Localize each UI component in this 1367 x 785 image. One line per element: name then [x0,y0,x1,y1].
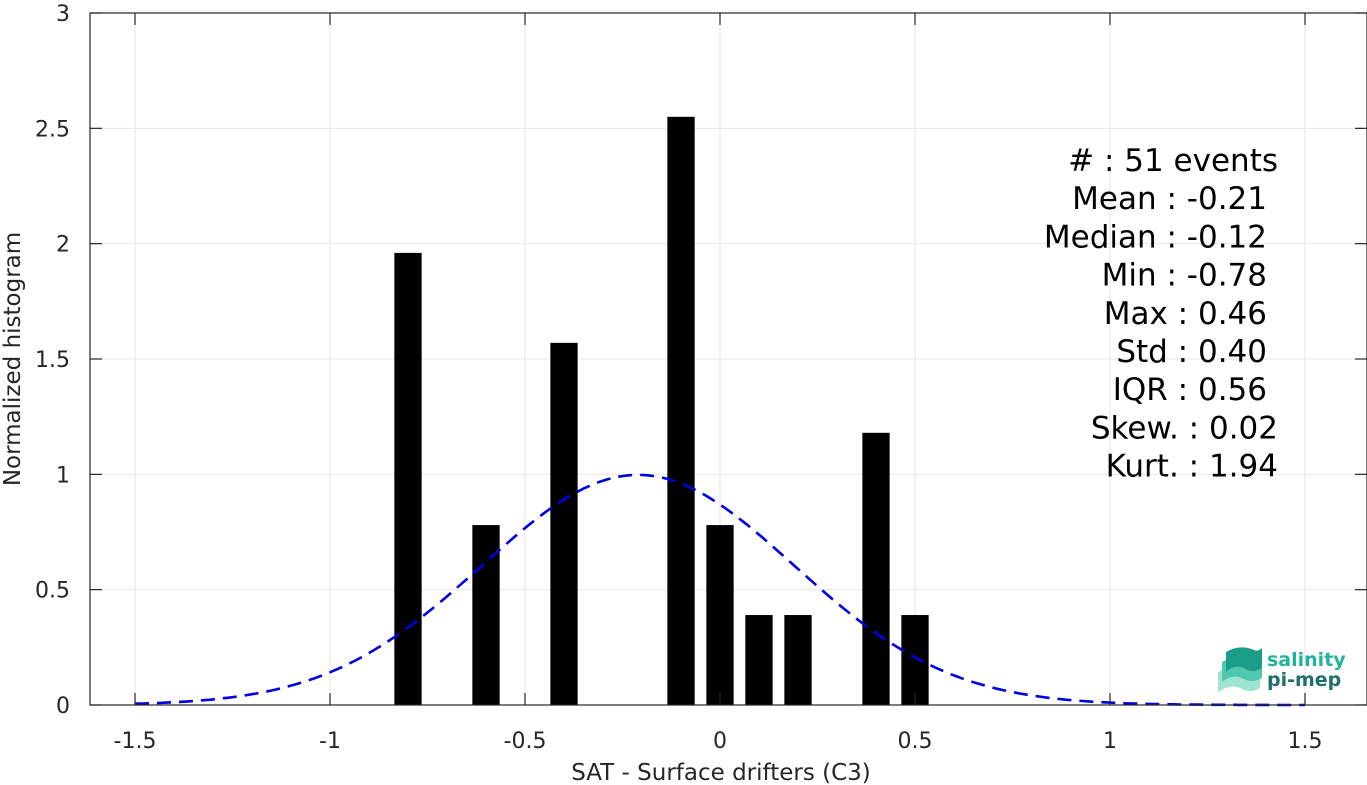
y-tick-label: 3 [56,2,70,27]
stats-line: Skew. : 0.02 [1091,410,1278,446]
stats-line: IQR : 0.56 [1113,372,1267,408]
x-tick-label: -1 [319,729,341,754]
y-tick-label: 2.5 [35,117,70,142]
logo-text-line1: salinity [1267,649,1346,671]
histogram-bar [784,615,812,705]
stats-line: Kurt. : 1.94 [1106,449,1278,485]
histogram-bar [745,615,773,705]
x-tick-label: 1.5 [1288,729,1323,754]
histogram-bar [667,116,695,706]
x-tick-label: -1.5 [114,729,157,754]
y-tick-label: 1 [56,463,70,488]
bars [394,116,929,706]
stats-line: Std : 0.40 [1116,334,1267,370]
histogram-bar [862,432,890,705]
y-tick-label: 1.5 [35,348,70,373]
x-tick-label: 0 [713,729,727,754]
logo-text-line2: pi-mep [1267,669,1341,691]
stats-line: Median : -0.12 [1044,219,1267,255]
salinity-pi-mep-logo: salinity pi-mep [1218,647,1346,692]
y-tick-label: 0.5 [35,579,70,604]
wave-icon [1218,647,1262,692]
stats-line: Max : 0.46 [1104,296,1267,332]
x-axis-label: SAT - Surface drifters (C3) [571,760,871,785]
histogram-bar [394,252,422,706]
histogram-bar [550,342,578,705]
y-tick-label: 2 [56,233,70,258]
y-axis-label: Normalized histogram [0,232,26,486]
histogram-bar [706,525,734,705]
y-tick-label: 0 [56,694,70,719]
stats-line: Mean : -0.21 [1072,181,1267,217]
histogram-bar [901,615,929,705]
x-tick-label: 1 [1103,729,1117,754]
x-tick-label: -0.5 [504,729,547,754]
stats-line: Min : -0.78 [1102,258,1267,294]
x-tick-label: 0.5 [898,729,933,754]
x-tick-labels: -1.5 -1 -0.5 0 0.5 1 1.5 [114,729,1323,754]
y-tick-labels: 0 0.5 1 1.5 2 2.5 3 [35,2,70,719]
axes-frame [89,12,1367,706]
stats-line: # : 51 events [1068,143,1278,179]
